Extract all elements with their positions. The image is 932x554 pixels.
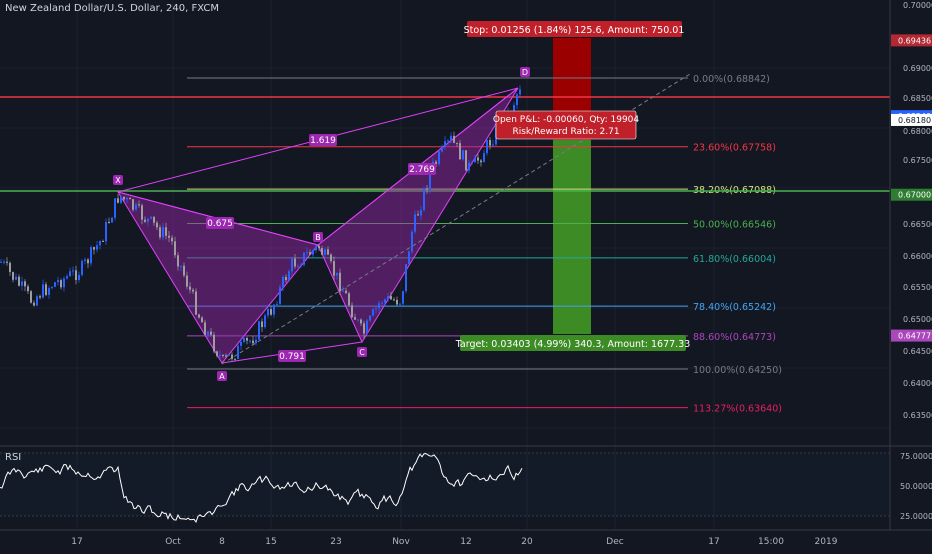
time-tick: 17	[708, 537, 719, 547]
time-tick: 20	[521, 537, 533, 547]
point-label-a: A	[219, 372, 225, 381]
price-tag	[891, 113, 932, 126]
fib-level-label: 23.60%(0.67758)	[693, 143, 776, 154]
price-tag-label: 0.67000	[898, 191, 931, 200]
rsi-axis: 75.0000 50.0000 25.0000	[900, 452, 932, 521]
fib-level-label: 50.00%(0.66546)	[693, 219, 776, 230]
xabcd-pattern[interactable]	[116, 87, 519, 364]
time-tick: 2019	[815, 537, 838, 547]
rr-label: Risk/Reward Ratio: 2.71	[512, 127, 619, 137]
fib-level-label: 78.40%(0.65242)	[693, 302, 776, 313]
trade-labels: Stop: 0.01256 (1.84%) 125.6, Amount: 750…	[455, 21, 691, 351]
rsi-tick: 50.0000	[900, 482, 932, 491]
fib-level-label: 88.60%(0.64773)	[693, 332, 776, 343]
target-label: Target: 0.03403 (4.99%) 340.3, Amount: 1…	[455, 339, 691, 350]
time-tick: Nov	[392, 537, 410, 547]
price-tag	[891, 188, 932, 201]
chart-title: New Zealand Dollar/U.S. Dollar, 240, FXC…	[5, 3, 219, 14]
time-tick: 12	[460, 537, 471, 547]
rsi-line	[0, 453, 523, 524]
price-tag-label: 0.69436	[898, 36, 931, 45]
ratio-label: 0.791	[279, 352, 305, 362]
time-tick: 8	[219, 537, 225, 547]
ratio-label: 1.619	[310, 136, 336, 146]
price-tag-label: 0.64777	[898, 332, 931, 341]
time-tick: Dec	[606, 537, 623, 547]
price-tag	[891, 329, 932, 342]
rsi-label: RSI	[5, 452, 22, 463]
fib-level-label: 0.00%(0.68842)	[693, 74, 770, 85]
time-tick: 15	[265, 537, 276, 547]
point-label-x: X	[115, 176, 121, 185]
stop-label-box	[467, 21, 682, 37]
ratio-label: 2.769	[409, 165, 435, 175]
target-zone[interactable]	[553, 140, 591, 334]
point-label-c: C	[359, 348, 365, 357]
pattern-ratio-labels: 1.619 0.675 2.769 0.791	[206, 134, 436, 362]
rsi-tick: 25.0000	[900, 512, 932, 521]
time-tick: Oct	[165, 537, 181, 547]
fib-level-label: 100.00%(0.64250)	[693, 365, 782, 376]
fib-level-label: 113.27%(0.63640)	[693, 404, 782, 415]
time-tick: 17	[71, 537, 82, 547]
fib-level-label: 61.80%(0.66004)	[693, 254, 776, 265]
point-label-d: D	[522, 68, 528, 77]
price-candles	[0, 85, 521, 362]
ratio-label: 0.675	[207, 219, 233, 229]
target-label-box	[460, 335, 686, 351]
stop-label: Stop: 0.01256 (1.84%) 125.6, Amount: 750…	[464, 25, 685, 36]
time-tick: 15:00	[758, 537, 784, 547]
pattern-point-labels: X A B C D	[113, 67, 530, 381]
grid	[0, 0, 890, 530]
rsi-panel[interactable]	[0, 452, 890, 524]
price-tag	[891, 34, 932, 47]
point-label-b: B	[315, 233, 321, 242]
position-tool[interactable]	[553, 38, 591, 334]
pnl-label: Open P&L: -0.00060, Qty: 19904	[493, 115, 640, 125]
time-axis[interactable]: 17 Oct 8 15 23 Nov 12 20 Dec 17 15:00 20…	[0, 529, 932, 547]
time-tick: 23	[330, 537, 341, 547]
price-tag-label: 0.68180	[898, 116, 931, 125]
fib-retracement[interactable]: 0.00%(0.68842)23.60%(0.67758)38.20%(0.67…	[187, 74, 782, 415]
pnl-label-box	[495, 110, 637, 140]
rsi-tick: 75.0000	[900, 452, 932, 461]
